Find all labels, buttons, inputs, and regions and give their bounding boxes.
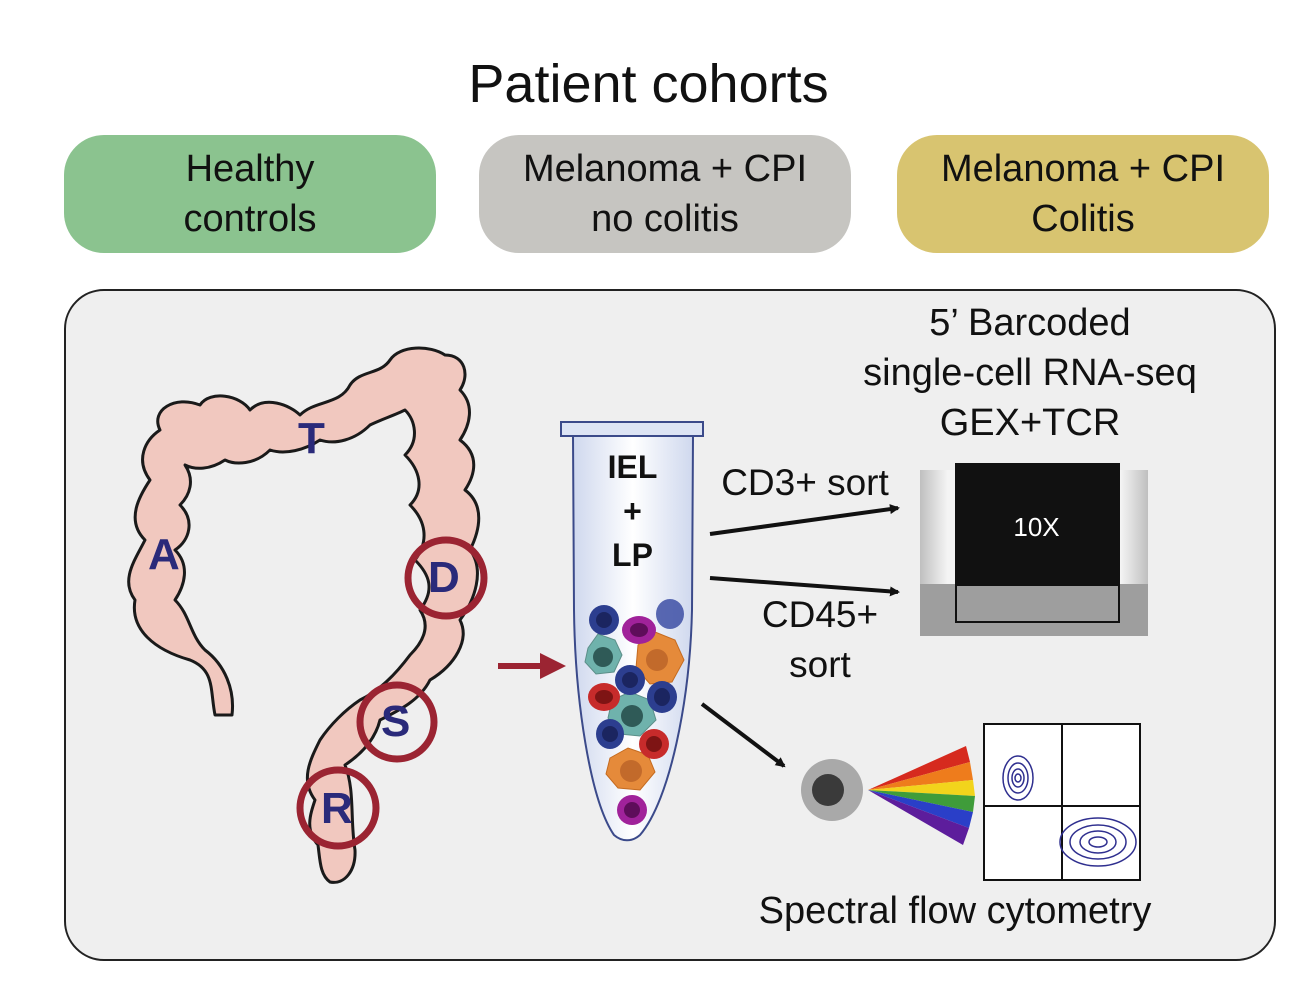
tube-label-iel: IEL bbox=[607, 449, 658, 485]
10x-chip-icon bbox=[920, 463, 1148, 636]
segment-label-a: A bbox=[148, 530, 180, 579]
cohort-melanoma-no-colitis: Melanoma + CPI no colitis bbox=[479, 135, 851, 253]
flow-cytometry-label: Spectral flow cytometry bbox=[758, 890, 1152, 932]
cohort-label-line1: Melanoma + CPI bbox=[522, 148, 808, 190]
cd3-sort-label: CD3+ sort bbox=[721, 462, 889, 503]
cd45-sort-label: CD45+ sort bbox=[730, 590, 910, 690]
tube-label-lp: LP bbox=[612, 537, 653, 573]
cells-mixture bbox=[584, 599, 685, 825]
sequencing-line3: GEX+TCR bbox=[939, 402, 1121, 444]
red-arrow-icon bbox=[498, 653, 566, 679]
colon-illustration bbox=[127, 346, 481, 884]
segment-label-r: R bbox=[321, 784, 353, 833]
segment-label-t: T bbox=[298, 414, 325, 463]
chip-label: 10X bbox=[1013, 512, 1060, 542]
cd45-sort-arrow-icon bbox=[709, 576, 900, 597]
cd3-sort-arrow-icon bbox=[709, 504, 900, 536]
cohort-label-line2: no colitis bbox=[591, 198, 739, 240]
cell-laser-icon bbox=[801, 759, 863, 821]
cd45-sort-line2: sort bbox=[789, 644, 851, 685]
segment-label-d: D bbox=[428, 553, 460, 602]
flow-arrow-icon bbox=[700, 702, 786, 768]
spectrum-rays-icon bbox=[868, 746, 975, 845]
biopsy-ring-d bbox=[404, 536, 488, 620]
sequencing-line1: 5’ Barcoded bbox=[929, 302, 1131, 344]
cd45-sort-line1: CD45+ bbox=[761, 594, 879, 635]
cohort-label-line2: controls bbox=[183, 198, 317, 240]
biopsy-ring-s bbox=[356, 681, 438, 763]
cohort-label-line1: Healthy bbox=[185, 148, 315, 190]
cohort-healthy-controls: Healthy controls bbox=[64, 135, 436, 253]
sequencing-label: 5’ Barcoded single-cell RNA-seq GEX+TCR bbox=[820, 298, 1240, 448]
cohort-label-line1: Melanoma + CPI bbox=[940, 148, 1226, 190]
segment-label-s: S bbox=[381, 697, 411, 746]
biopsy-ring-r bbox=[296, 766, 380, 850]
page-title: Patient cohorts bbox=[468, 54, 829, 114]
cohort-label-line2: Colitis bbox=[1031, 198, 1135, 240]
cohort-melanoma-colitis: Melanoma + CPI Colitis bbox=[897, 135, 1269, 253]
sequencing-line2: single-cell RNA-seq bbox=[863, 352, 1197, 394]
tube-label-plus: + bbox=[623, 493, 642, 529]
flow-plot-icon bbox=[983, 723, 1141, 881]
